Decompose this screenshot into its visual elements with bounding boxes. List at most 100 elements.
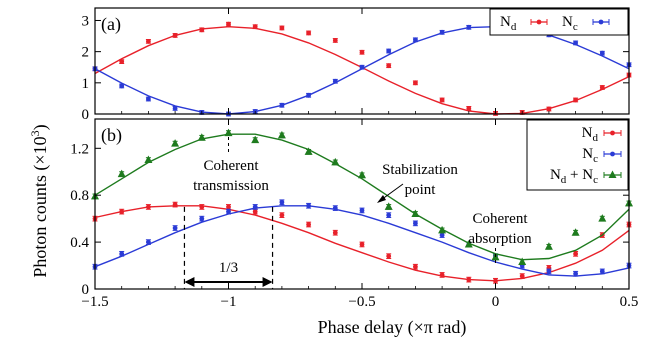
data-point-triangle — [117, 169, 126, 178]
data-point — [226, 21, 231, 27]
data-point — [306, 222, 311, 227]
data-point — [439, 232, 445, 238]
data-point — [146, 38, 151, 44]
fit-line-c — [94, 25, 630, 115]
data-point — [306, 92, 311, 98]
interval-arrowhead-right — [262, 277, 273, 287]
y-tick-label: 0.8 — [70, 188, 89, 204]
data-point — [332, 78, 338, 84]
data-point — [573, 251, 578, 257]
data-point — [172, 202, 178, 207]
annotation-coherent-absorption: absorption — [468, 231, 532, 247]
data-point-triangle — [518, 257, 527, 266]
data-point — [252, 204, 258, 210]
annotation-coherent-transmission: transmission — [193, 178, 269, 194]
data-point-triangle — [331, 157, 340, 166]
interval-arrowhead-left — [184, 277, 195, 287]
data-point-triangle — [277, 130, 286, 139]
fit-line-d — [94, 25, 630, 115]
x-tick-label: −0.5 — [348, 294, 375, 310]
panel-label: (b) — [101, 125, 122, 146]
data-point — [146, 204, 151, 210]
panel-a: 0 1 2 3 (a) Nd Nc — [82, 7, 632, 123]
data-point — [599, 85, 605, 90]
data-point-triangle — [197, 133, 206, 141]
data-point — [386, 212, 392, 218]
legend-marker — [536, 19, 542, 25]
data-point-triangle — [144, 155, 153, 164]
data-point — [359, 49, 365, 55]
data-point — [413, 80, 418, 86]
data-point — [332, 38, 338, 43]
data-point — [546, 269, 552, 274]
legend-label: Nc — [562, 14, 578, 33]
data-point — [439, 272, 445, 278]
data-point — [466, 105, 472, 111]
annotation-stabilization-point: Stabilization — [382, 162, 458, 178]
fit-line-d-sum — [94, 133, 630, 261]
data-point — [306, 203, 311, 209]
data-point-triangle — [464, 239, 473, 248]
data-point — [439, 97, 445, 103]
data-point-triangle — [544, 242, 553, 250]
data-point — [279, 212, 285, 218]
data-point — [252, 209, 258, 215]
legend-marker — [598, 19, 604, 25]
stabilization-arrowhead — [377, 195, 386, 203]
legend-label: Nd + Nc — [550, 167, 598, 186]
data-point — [413, 37, 418, 43]
data-point-triangle — [251, 135, 260, 144]
annotation-stabilization-point: point — [405, 182, 437, 198]
data-point — [252, 24, 258, 30]
data-point — [386, 253, 392, 259]
panel-label: (a) — [101, 14, 121, 35]
legend-label: Nd — [500, 14, 517, 33]
data-point — [119, 83, 125, 89]
data-point-triangle — [411, 209, 420, 217]
data-point — [359, 208, 365, 213]
y-axis-label: Photon counts (×103) — [28, 124, 51, 277]
legend-marker — [610, 151, 615, 157]
data-point-triangle — [438, 225, 447, 234]
data-point — [599, 50, 605, 56]
data-point — [386, 48, 392, 54]
y-axis-label-sup: 3 — [28, 130, 42, 136]
data-point — [226, 209, 231, 215]
data-point — [119, 251, 125, 257]
legend-label: Nd — [582, 125, 599, 144]
data-point — [359, 242, 365, 247]
data-point-triangle — [358, 170, 366, 179]
data-point — [172, 225, 178, 231]
panel-b: −1.5 −1 −0.5 0 0.5 0 0.4 0.8 1.2 (b) Nd Nc Nd + Nc Co… — [70, 118, 639, 310]
data-point — [146, 239, 151, 245]
data-point-triangle — [571, 228, 580, 236]
legend-marker — [610, 130, 615, 136]
annotation-coherent-absorption: Coherent — [473, 211, 529, 227]
data-point — [413, 220, 418, 226]
legend-marker — [608, 170, 617, 178]
y-tick-label: 3 — [82, 13, 90, 29]
data-point — [493, 278, 498, 284]
legend-box — [489, 8, 629, 36]
data-point — [279, 199, 285, 205]
data-point — [519, 273, 525, 279]
data-point-triangle — [598, 214, 607, 222]
data-point — [359, 64, 365, 70]
y-tick-label: 0.4 — [70, 235, 89, 251]
data-point — [279, 25, 285, 31]
data-point — [172, 105, 178, 111]
data-point — [199, 27, 205, 33]
data-point — [332, 205, 338, 211]
data-point-triangle — [171, 139, 180, 147]
data-point — [226, 204, 231, 210]
data-point — [172, 33, 178, 38]
data-point — [199, 216, 205, 222]
interval-label: 1/3 — [219, 260, 238, 276]
fit-line-d — [94, 205, 630, 282]
data-point — [332, 230, 338, 236]
data-point — [146, 96, 151, 102]
x-tick-label: 0.5 — [620, 294, 639, 310]
legend: Nd Nc — [489, 8, 629, 36]
y-tick-label: 1.2 — [70, 141, 89, 157]
